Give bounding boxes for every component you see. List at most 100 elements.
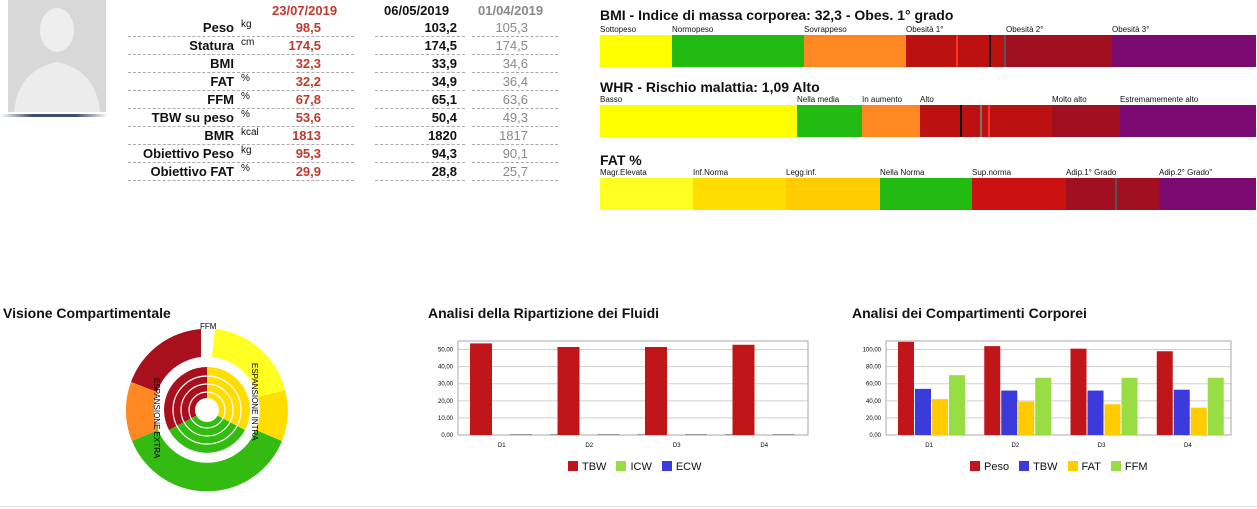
whr-scale-bar — [600, 105, 1256, 137]
row-col2: 1820 — [375, 126, 465, 145]
y-tick-label: 40,00 — [866, 399, 882, 405]
row-value-3: 1817 — [499, 128, 528, 143]
row-unit: cm — [241, 37, 255, 48]
bar-tbw-d2 — [557, 346, 580, 435]
bmi-segment — [1006, 35, 1112, 67]
extra-label: ESPANSIONE EXTRA — [152, 378, 161, 459]
row-label: TBW su peso — [151, 110, 234, 125]
date-header-2: 06/05/2019 — [384, 3, 450, 18]
bmi-scale-bar — [600, 35, 1256, 67]
row-value-2: 28,8 — [431, 164, 457, 179]
fat-category-label: Legg.inf. — [786, 168, 817, 177]
compartments-radial-chart: FFM ESPANSIONE EXTRA ESPANSIONE INTRA — [125, 322, 288, 492]
row-unit: % — [241, 73, 250, 84]
whr-marker — [980, 105, 982, 137]
bar-icw-d1 — [510, 434, 532, 435]
x-tick-label: D3 — [1098, 443, 1106, 449]
whr-categories: Basso Nella media In aumento Alto Molto alto… — [600, 95, 1256, 105]
person-silhouette-icon — [8, 0, 106, 112]
body-title: Analisi dei Compartimenti Corporei — [852, 305, 1087, 321]
row-label: BMI — [210, 56, 234, 71]
fat-scale-bar — [600, 178, 1256, 210]
plot-frame — [885, 340, 1232, 436]
bar-fat-d2 — [1018, 401, 1035, 435]
whr-segment — [1052, 105, 1120, 137]
row-label: Peso — [202, 20, 234, 35]
row-label: Obiettivo FAT — [150, 164, 234, 179]
fat-segment — [693, 178, 786, 210]
row-value-2: 50,4 — [431, 110, 457, 125]
whr-segment — [600, 105, 797, 137]
date-header-1: 23/07/2019 — [272, 3, 338, 18]
avatar-divider — [0, 114, 108, 117]
legend-item: TBW — [1019, 461, 1058, 473]
fat-segment — [880, 178, 972, 210]
x-tick-label: D2 — [585, 443, 593, 449]
legend-label: ICW — [630, 461, 652, 473]
whr-category-label: Alto — [920, 95, 934, 104]
row-col2: 50,4 — [375, 108, 465, 127]
row-col3: 105,3 — [472, 18, 558, 37]
x-tick-label: D1 — [498, 443, 506, 449]
bmi-category-label: Sottopeso — [600, 25, 637, 34]
table-row: Obiettivo FAT% 29,9 — [128, 162, 354, 181]
whr-category-label: Molto alto — [1052, 95, 1087, 104]
legend-label: Peso — [984, 461, 1010, 473]
legend-swatch — [970, 461, 980, 471]
row-value-1: 29,9 — [295, 164, 321, 179]
row-col2: 33,9 — [375, 54, 465, 73]
fat-category-label: Inf.Norma — [693, 168, 729, 177]
row-col3: 34,6 — [472, 54, 558, 73]
row-unit: % — [241, 163, 250, 174]
bottom-divider — [0, 506, 1257, 507]
fat-segment — [972, 178, 1066, 210]
row-col3: 25,7 — [472, 162, 558, 181]
row-value-3: 90,1 — [502, 146, 528, 161]
row-value-3: 105,3 — [495, 20, 528, 35]
bar-tbw-d4 — [1173, 389, 1190, 435]
table-row: BMI 32,3 — [128, 54, 354, 73]
row-label: Statura — [189, 38, 234, 53]
y-tick-label: 50,00 — [438, 348, 454, 354]
row-unit: kcal — [241, 127, 259, 138]
fluids-legend: TBW ICW ECW — [568, 461, 702, 473]
legend-label: FAT — [1081, 461, 1101, 473]
whr-category-label: Basso — [600, 95, 623, 104]
row-unit: kg — [241, 19, 252, 30]
row-value-2: 65,1 — [431, 92, 457, 107]
row-value-3: 49,3 — [502, 110, 528, 125]
fat-categories: Magr.Elevata Inf.Norma Legg.inf. Nella Norm… — [600, 168, 1256, 178]
row-value-3: 25,7 — [502, 164, 528, 179]
row-col3: 1817 — [472, 126, 558, 145]
y-tick-label: 100,00 — [863, 348, 882, 354]
legend-swatch — [616, 461, 627, 471]
bmi-category-label: Normopeso — [672, 25, 714, 34]
legend-item: ICW — [616, 461, 652, 473]
row-value-1: 95,3 — [295, 146, 321, 161]
table-row: FFM% 67,8 — [128, 90, 354, 109]
table-row: Statura cm 174,5 — [128, 36, 354, 55]
bar-tbw-d4 — [732, 344, 755, 435]
legend-label: TBW — [582, 461, 607, 473]
whr-segment — [920, 105, 1052, 137]
bar-tbw-d1 — [915, 388, 931, 435]
bmi-segment — [672, 35, 804, 67]
row-col2: 103,2 — [375, 18, 465, 37]
x-tick-label: D4 — [1184, 443, 1192, 449]
row-col2: 94,3 — [375, 144, 465, 163]
fat-category-label: Nella Norma — [880, 168, 925, 177]
table-row: Peso kg 98,5 — [128, 18, 354, 37]
row-col3: 174,5 — [472, 36, 558, 55]
row-value-2: 103,2 — [424, 20, 457, 35]
y-tick-label: 80,00 — [866, 365, 882, 371]
fat-segment — [1066, 178, 1159, 210]
bar-icw-d4 — [772, 434, 795, 435]
x-tick-label: D1 — [925, 443, 933, 449]
row-value-2: 34,9 — [431, 74, 457, 89]
row-value-1: 174,5 — [288, 38, 321, 53]
fluids-bar-chart: 0,00 10,00 20,00 30,00 40,00 50,00 D1 D2 D3 D4 — [438, 340, 809, 449]
bar-tbw-d3 — [645, 346, 667, 435]
bar-peso-d4 — [1156, 351, 1173, 435]
x-tick-label: D3 — [673, 443, 681, 449]
bmi-category-label: Obesità 3° — [1112, 25, 1150, 34]
